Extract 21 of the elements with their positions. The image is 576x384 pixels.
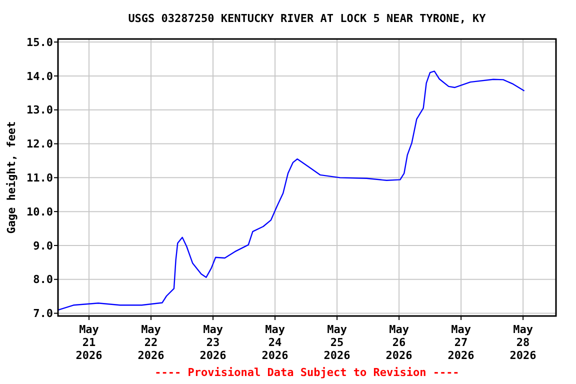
y-tick-label: 14.0 — [26, 70, 53, 83]
y-tick-label: 7.0 — [33, 307, 53, 320]
x-tick-label: May 26 2026 — [386, 323, 413, 362]
x-tick-label: May 21 2026 — [76, 323, 103, 362]
y-tick-label: 15.0 — [26, 36, 53, 49]
y-axis-title: Gage height, feet — [5, 121, 18, 234]
y-tick-label: 12.0 — [26, 138, 53, 151]
x-tick-label: May 23 2026 — [200, 323, 227, 362]
y-tick-label: 8.0 — [33, 273, 53, 286]
x-tick-label: May 27 2026 — [448, 323, 475, 362]
chart-title: USGS 03287250 KENTUCKY RIVER AT LOCK 5 NEAR TYRONE, KY — [128, 12, 486, 25]
line-series — [58, 70, 525, 310]
y-tick-label: 9.0 — [33, 239, 53, 252]
y-tick-label: 10.0 — [26, 205, 53, 218]
x-tick-label: May 25 2026 — [324, 323, 351, 362]
y-tick-label: 13.0 — [26, 104, 53, 117]
y-tick-label: 11.0 — [26, 172, 53, 185]
x-tick-label: May 24 2026 — [262, 323, 289, 362]
x-tick-label: May 28 2026 — [510, 323, 537, 362]
text: ---- Provisional Data Subject to Revision ---- — [154, 366, 460, 379]
x-tick-label: May 22 2026 — [138, 323, 165, 362]
